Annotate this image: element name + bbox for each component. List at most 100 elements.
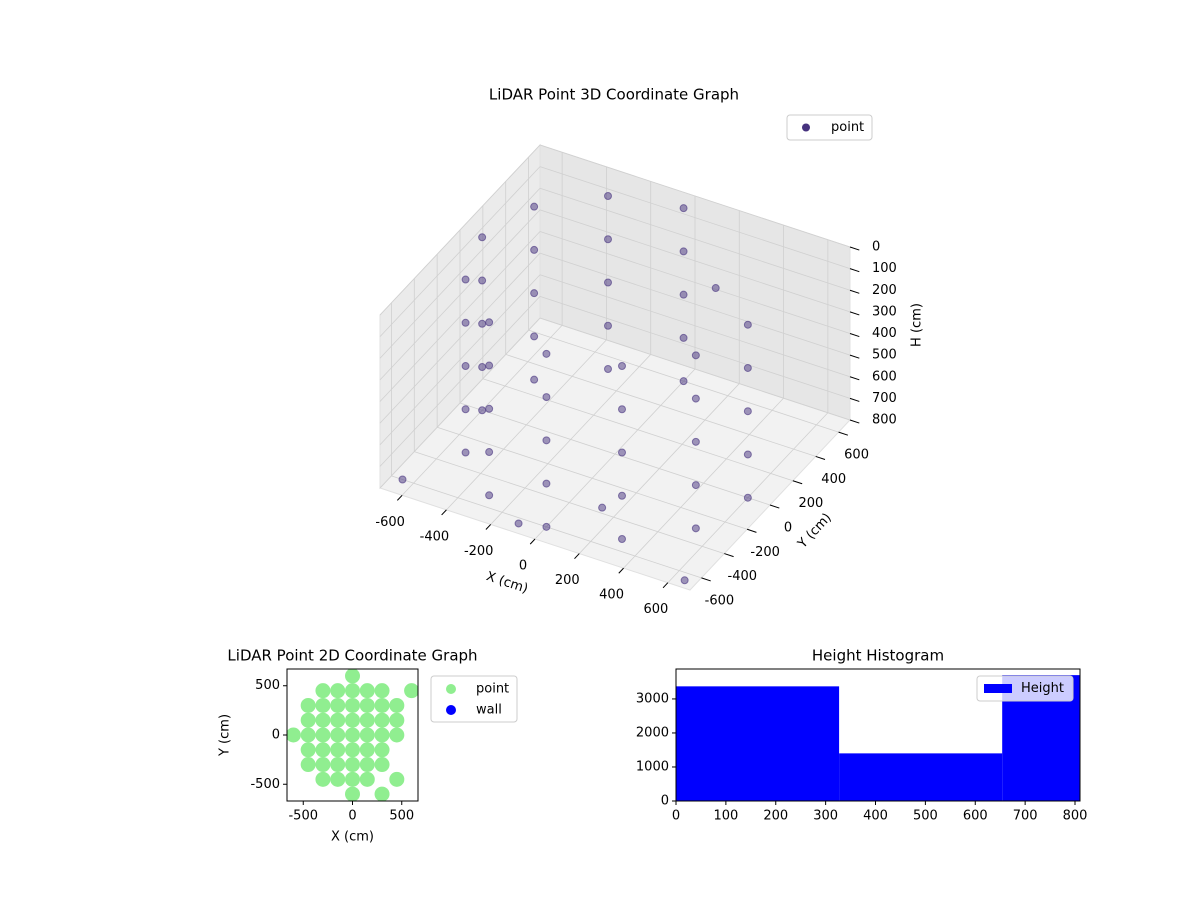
x-tick-label: 600 (643, 602, 668, 617)
point (530, 245, 539, 254)
point (389, 771, 405, 787)
point (345, 669, 360, 684)
z-tick-label: 0 (872, 240, 880, 255)
grid-line (437, 426, 748, 530)
x-tick-label: 100 (713, 809, 738, 824)
legend-marker (984, 684, 1012, 693)
point (530, 289, 539, 298)
legend-label: Height (1021, 681, 1064, 696)
point (461, 405, 470, 414)
y-tick-label: 1000 (636, 759, 669, 774)
tick-mark (849, 268, 860, 273)
tick-mark (849, 289, 860, 294)
legend-label: point (476, 682, 509, 697)
point (359, 757, 375, 773)
point (345, 697, 360, 713)
point (359, 683, 375, 699)
point (389, 697, 405, 713)
legend-label: wall (476, 703, 502, 718)
point (374, 727, 390, 743)
point (315, 697, 331, 713)
point (345, 757, 360, 773)
x-tick-label: 0 (519, 559, 527, 574)
point (604, 321, 612, 330)
point (711, 284, 720, 293)
plot-area (287, 669, 418, 801)
y-tick-label: 500 (255, 678, 280, 693)
grid-line (482, 378, 793, 482)
z-tick-label: 200 (872, 283, 897, 298)
point (691, 437, 700, 446)
grid-line (379, 166, 541, 337)
x-tick-label: 700 (1013, 809, 1038, 824)
point (330, 742, 346, 758)
grid-line (459, 402, 771, 506)
z-tick-label: 400 (872, 326, 897, 341)
x-tick-label: 200 (555, 573, 580, 588)
point (315, 771, 331, 787)
grid-line (379, 209, 541, 381)
grid-line (539, 295, 851, 399)
point (542, 393, 551, 402)
point (679, 333, 688, 342)
point (359, 742, 375, 758)
point (300, 757, 316, 773)
grid-line (505, 354, 816, 457)
point (618, 405, 626, 414)
point (604, 235, 612, 244)
point (359, 771, 375, 787)
point (743, 407, 752, 416)
tick-mark (849, 333, 860, 338)
y-tick-label: -400 (728, 569, 758, 584)
tick-mark (618, 567, 624, 574)
z-tick-label: 100 (872, 261, 897, 276)
tick-mark (792, 480, 803, 485)
grid-line (539, 231, 851, 334)
legend-marker (446, 684, 456, 694)
grid-line (379, 274, 541, 446)
tick-mark (849, 419, 860, 424)
point (300, 727, 316, 743)
point (315, 757, 331, 773)
point (530, 375, 539, 384)
point (530, 202, 539, 211)
x-tick-label: 200 (763, 809, 788, 824)
point (743, 493, 752, 502)
point (330, 771, 346, 787)
grid-line (379, 231, 541, 402)
z-tick-label: 800 (872, 413, 897, 428)
z-axis-label: H (cm) (910, 303, 925, 347)
z-tick-label: 500 (872, 348, 897, 363)
point (679, 204, 688, 213)
point (604, 365, 612, 373)
y-tick-label: 3000 (636, 691, 669, 706)
point (478, 319, 487, 328)
point (315, 683, 331, 699)
tick-mark (724, 553, 734, 558)
tick-mark (769, 504, 780, 509)
legend-box (976, 675, 1074, 702)
point (598, 503, 607, 512)
point (618, 362, 626, 370)
point (300, 742, 316, 758)
point (461, 275, 470, 284)
tick-mark (849, 354, 860, 359)
x-tick-label: 500 (389, 809, 414, 824)
point (300, 712, 316, 728)
point (542, 522, 551, 531)
point (478, 276, 487, 285)
point (679, 290, 688, 299)
tick-mark (849, 246, 860, 251)
tick-mark (485, 524, 492, 530)
grid-line (539, 317, 851, 421)
chart-title: LiDAR Point 3D Coordinate Graph (489, 86, 739, 104)
plot-area (676, 675, 1080, 801)
y-tick-label: 0 (784, 521, 792, 536)
y-tick-label: 2000 (636, 725, 669, 740)
point (461, 318, 470, 327)
point (330, 712, 346, 728)
tick-mark (849, 376, 860, 381)
tick-mark (574, 553, 580, 560)
point (743, 363, 752, 372)
